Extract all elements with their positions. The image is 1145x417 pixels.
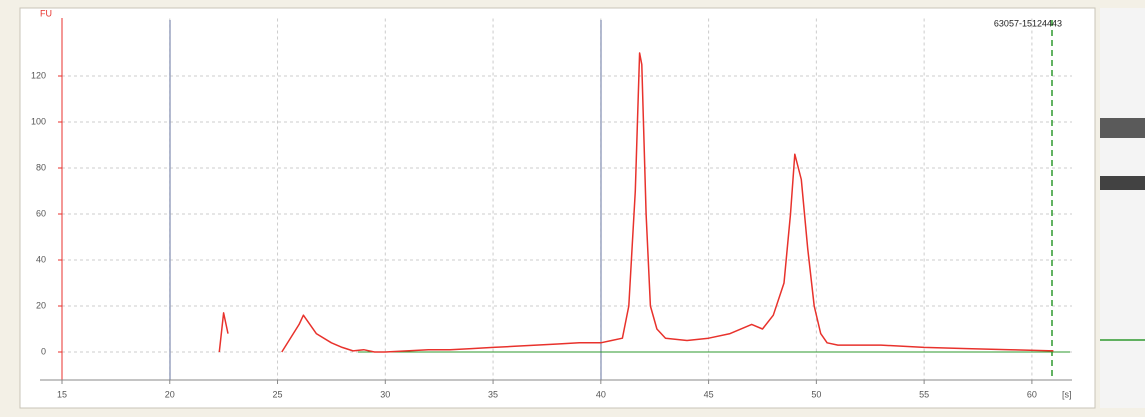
x-tick-label: 55 xyxy=(919,389,929,399)
chart: FU 63057-15124443 [s] 0 20 40 60 80 100 120 15 2… xyxy=(0,0,1145,412)
page: FU 63057-15124443 [s] 0 20 40 60 80 100 120 15 2… xyxy=(0,0,1145,412)
x-tick-label: 50 xyxy=(811,389,821,399)
gel-lane xyxy=(1100,8,1145,408)
x-axis-label: [s] xyxy=(1062,389,1072,399)
y-tick-label: 120 xyxy=(31,70,46,80)
x-tick-label: 25 xyxy=(273,389,283,399)
x-tick-label: 15 xyxy=(57,389,67,399)
x-tick-label: 45 xyxy=(704,389,714,399)
gel-band xyxy=(1100,118,1145,138)
y-tick-label: 40 xyxy=(36,254,46,264)
y-tick-label: 0 xyxy=(41,346,46,356)
y-axis-label: FU xyxy=(40,8,52,18)
chart-title: 63057-15124443 xyxy=(994,18,1062,28)
y-tick-label: 60 xyxy=(36,208,46,218)
x-tick-label: 60 xyxy=(1027,389,1037,399)
x-tick-label: 30 xyxy=(380,389,390,399)
y-tick-label: 100 xyxy=(31,116,46,126)
x-tick-label: 35 xyxy=(488,389,498,399)
y-tick-label: 80 xyxy=(36,162,46,172)
y-tick-label: 20 xyxy=(36,300,46,310)
x-tick-label: 20 xyxy=(165,389,175,399)
gel-band xyxy=(1100,176,1145,190)
x-tick-label: 40 xyxy=(596,389,606,399)
